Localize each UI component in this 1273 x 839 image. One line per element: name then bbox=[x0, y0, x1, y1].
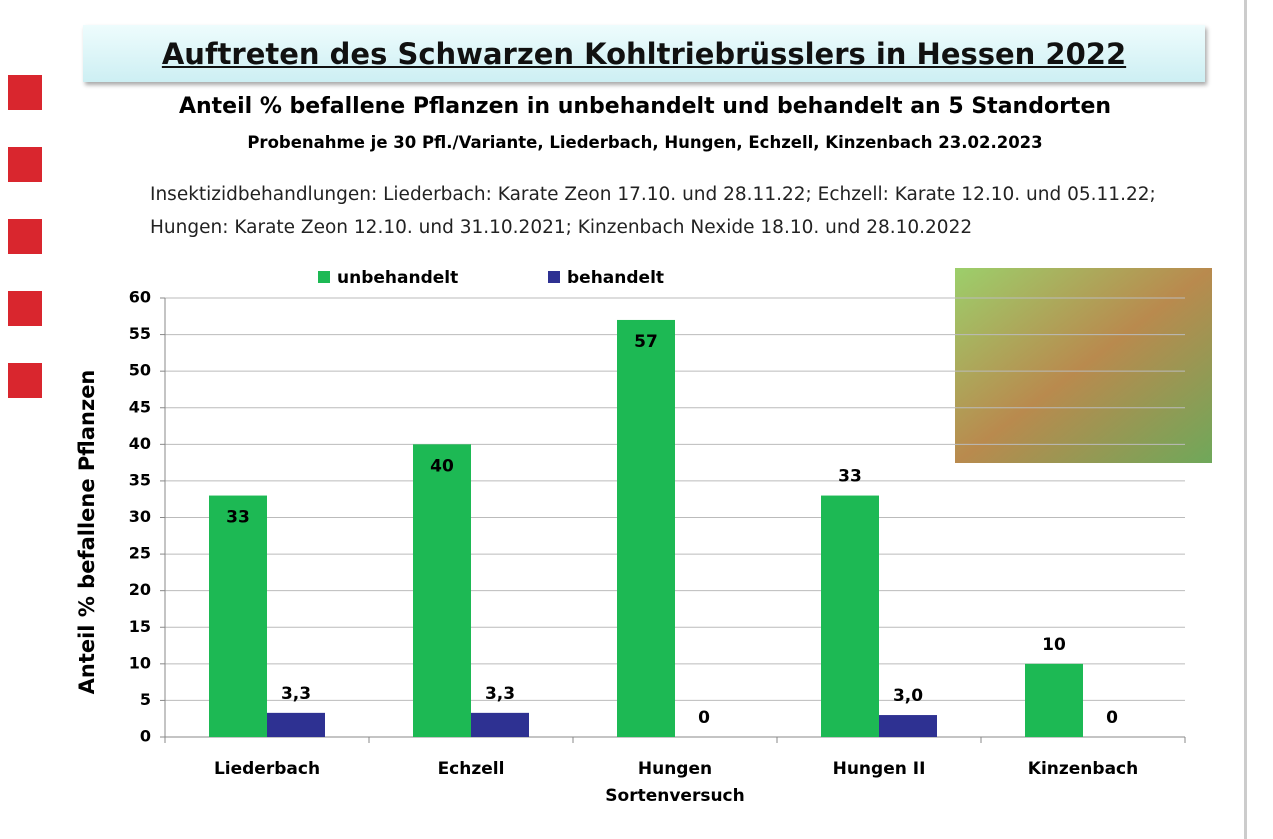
x-tick-label: Liederbach bbox=[192, 756, 342, 783]
value-label: 33 bbox=[226, 508, 250, 528]
slide: {"chart_data": {"type": "bar", "title": … bbox=[0, 0, 1273, 839]
y-tick-label: 45 bbox=[129, 397, 151, 416]
bar bbox=[267, 713, 325, 737]
y-tick-label: 15 bbox=[129, 617, 151, 636]
bar bbox=[617, 320, 675, 737]
value-label: 0 bbox=[698, 708, 710, 728]
y-tick-label: 55 bbox=[129, 324, 151, 343]
value-label: 0 bbox=[1106, 708, 1118, 728]
legend-label: behandelt bbox=[567, 268, 664, 288]
y-axis-label: Anteil % befallene Pflanzen bbox=[75, 370, 99, 695]
legend-swatch bbox=[548, 271, 560, 283]
bar bbox=[1025, 664, 1083, 737]
y-tick-label: 5 bbox=[140, 690, 151, 709]
bar bbox=[209, 496, 267, 737]
bar bbox=[879, 715, 937, 737]
value-label: 3,3 bbox=[485, 684, 515, 704]
y-tick-label: 50 bbox=[129, 361, 151, 380]
photo bbox=[955, 268, 1212, 463]
value-label: 33 bbox=[838, 467, 862, 487]
x-tick-label: Hungen Sortenversuch bbox=[600, 756, 750, 810]
y-tick-label: 30 bbox=[129, 507, 151, 526]
value-label: 57 bbox=[634, 332, 658, 352]
value-label: 40 bbox=[430, 456, 454, 476]
y-tick-label: 35 bbox=[129, 470, 151, 489]
legend-label: unbehandelt bbox=[337, 268, 458, 288]
chart: Anteil % befallene Pflanzen 0 5 10 15 20 25 30… bbox=[0, 0, 1240, 839]
y-tick-label: 20 bbox=[129, 580, 151, 599]
y-tick-label: 60 bbox=[129, 288, 151, 307]
value-label: 3,3 bbox=[281, 684, 311, 704]
y-tick-label: 0 bbox=[140, 727, 151, 746]
bar bbox=[821, 496, 879, 737]
y-tick-label: 25 bbox=[129, 544, 151, 563]
y-tick-label: 10 bbox=[129, 653, 151, 672]
value-label: 3,0 bbox=[893, 686, 923, 706]
bar bbox=[471, 713, 529, 737]
bar bbox=[413, 444, 471, 737]
legend-swatch bbox=[318, 271, 330, 283]
x-tick-label: Hungen II bbox=[804, 756, 954, 783]
y-tick-label: 40 bbox=[129, 434, 151, 453]
edge bbox=[1244, 0, 1247, 839]
x-tick-label: Echzell bbox=[396, 756, 546, 783]
value-label: 10 bbox=[1042, 635, 1066, 655]
x-tick-label: Kinzenbach bbox=[1008, 756, 1158, 783]
